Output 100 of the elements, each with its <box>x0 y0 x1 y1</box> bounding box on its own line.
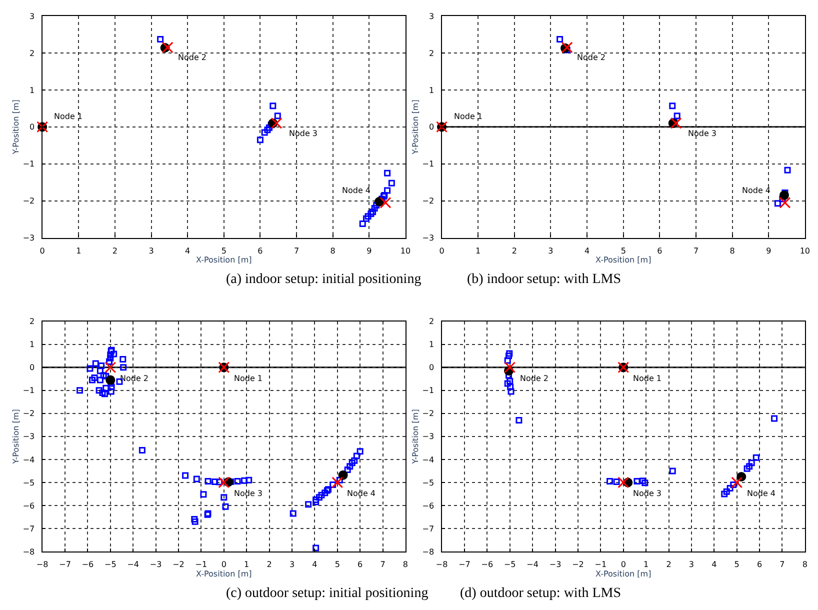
text: (b) indoor setup: with LMS <box>467 272 621 287</box>
y-tick-label: −5 <box>422 478 434 488</box>
y-tick-label: 0 <box>428 363 434 372</box>
annotation: Node 3 <box>289 129 318 138</box>
annotation: Node 2 <box>520 374 549 383</box>
annotation: Node 3 <box>633 489 662 498</box>
x-axis-title: X-Position [m] <box>596 256 652 265</box>
x-tick-label: 1 <box>244 560 250 570</box>
y-tick-label: −1 <box>22 160 35 169</box>
x-tick-label: 3 <box>148 246 154 256</box>
x-tick-label: −2 <box>572 560 584 570</box>
x-tick-label: 2 <box>266 560 272 570</box>
y-tick-label: −2 <box>22 409 35 418</box>
y-tick-label: 3 <box>30 12 35 21</box>
x-tick-label: 6 <box>358 560 363 570</box>
x-axis-title: X-Position [m] <box>196 256 252 265</box>
x-tick-label: −6 <box>481 560 494 570</box>
y-axis-title: Y-Position [m] <box>12 100 21 156</box>
x-tick-label: −1 <box>594 560 607 570</box>
y-axis-title: Y-Position [m] <box>410 409 420 465</box>
x-tick-label: −7 <box>59 560 71 570</box>
y-tick-label: −3 <box>422 234 434 243</box>
x-tick-label: 1 <box>476 246 481 256</box>
x-tick-label: 8 <box>402 560 408 570</box>
x-tick-label: 2 <box>666 560 672 570</box>
annotation: Node 1 <box>633 374 662 383</box>
y-tick-label: −3 <box>422 432 434 442</box>
x-tick-label: 8 <box>330 246 336 256</box>
x-tick-label: 2 <box>512 246 517 256</box>
y-tick-label: −8 <box>22 547 35 556</box>
y-tick-label: −2 <box>22 196 35 206</box>
x-tick-label: 7 <box>780 560 785 570</box>
x-tick-label: 3 <box>548 246 554 256</box>
x-tick-label: 4 <box>312 560 318 570</box>
y-tick-label: 2 <box>30 48 35 58</box>
annotation: Node 4 <box>747 489 776 498</box>
x-tick-label: 6 <box>756 560 762 570</box>
y-tick-label: 1 <box>428 86 434 95</box>
y-axis-title: Y-Position [m] <box>12 409 21 465</box>
x-tick-label: −4 <box>127 560 140 570</box>
x-tick-label: 0 <box>40 246 45 256</box>
y-tick-label: 0 <box>30 122 35 132</box>
x-tick-label: 0 <box>221 560 226 570</box>
x-tick-label: −5 <box>504 560 516 570</box>
x-tick-label: 9 <box>766 246 772 256</box>
y-tick-label: −1 <box>422 160 434 169</box>
annotation: Node 1 <box>234 374 263 383</box>
y-tick-label: 2 <box>428 48 434 58</box>
y-tick-label: −7 <box>22 524 35 534</box>
x-axis-title: X-Position [m] <box>196 569 252 578</box>
y-tick-label: 1 <box>428 340 434 350</box>
annotation: Node 4 <box>742 186 771 195</box>
annotation: Node 1 <box>454 112 483 121</box>
y-tick-label: −4 <box>22 455 35 464</box>
y-tick-label: −1 <box>422 386 434 396</box>
text: (d) outdoor setup: with LMS <box>460 586 621 601</box>
y-tick-label: −5 <box>22 478 35 488</box>
x-tick-label: −6 <box>82 560 94 570</box>
x-tick-label: −3 <box>549 560 562 570</box>
y-tick-label: 0 <box>428 122 434 132</box>
y-tick-label: −1 <box>22 386 35 396</box>
y-tick-label: 2 <box>428 317 434 326</box>
x-tick-label: 8 <box>730 246 735 256</box>
x-tick-label: −5 <box>104 560 116 570</box>
x-tick-label: 7 <box>693 246 699 256</box>
y-tick-label: −4 <box>422 455 434 464</box>
y-tick-label: 0 <box>30 363 35 372</box>
y-tick-label: 3 <box>428 12 434 21</box>
y-tick-label: −8 <box>422 547 434 556</box>
annotation: Node 4 <box>342 186 371 195</box>
x-tick-label: 2 <box>112 246 118 256</box>
x-tick-label: 0 <box>620 560 626 570</box>
x-tick-label: −3 <box>150 560 162 570</box>
x-tick-label: 0 <box>439 246 444 256</box>
x-tick-label: 10 <box>800 246 810 256</box>
x-tick-label: −8 <box>436 560 448 570</box>
annotation: Node 3 <box>688 129 717 138</box>
y-axis-title: Y-Position [m] <box>410 100 420 156</box>
annotation: Node 2 <box>178 53 207 62</box>
y-tick-label: 1 <box>30 86 35 95</box>
x-tick-label: 5 <box>734 560 740 570</box>
x-tick-label: −1 <box>195 560 208 570</box>
x-tick-label: 5 <box>620 246 626 256</box>
y-tick-label: −2 <box>422 409 434 418</box>
y-tick-label: −3 <box>22 432 35 442</box>
annotation: Node 2 <box>577 53 606 62</box>
x-tick-label: 3 <box>688 560 694 570</box>
annotation: Node 3 <box>234 489 263 498</box>
x-tick-label: 10 <box>400 246 411 256</box>
x-tick-label: 4 <box>712 560 717 570</box>
x-tick-label: −4 <box>526 560 538 570</box>
y-tick-label: −2 <box>422 196 434 206</box>
y-tick-label: −3 <box>22 234 35 243</box>
x-tick-label: 8 <box>802 560 808 570</box>
y-tick-label: −6 <box>22 501 35 510</box>
x-tick-label: 4 <box>185 246 190 256</box>
x-tick-label: −7 <box>458 560 470 570</box>
annotation: Node 4 <box>347 489 376 498</box>
x-tick-label: 7 <box>294 246 300 256</box>
y-tick-label: 2 <box>30 317 35 326</box>
